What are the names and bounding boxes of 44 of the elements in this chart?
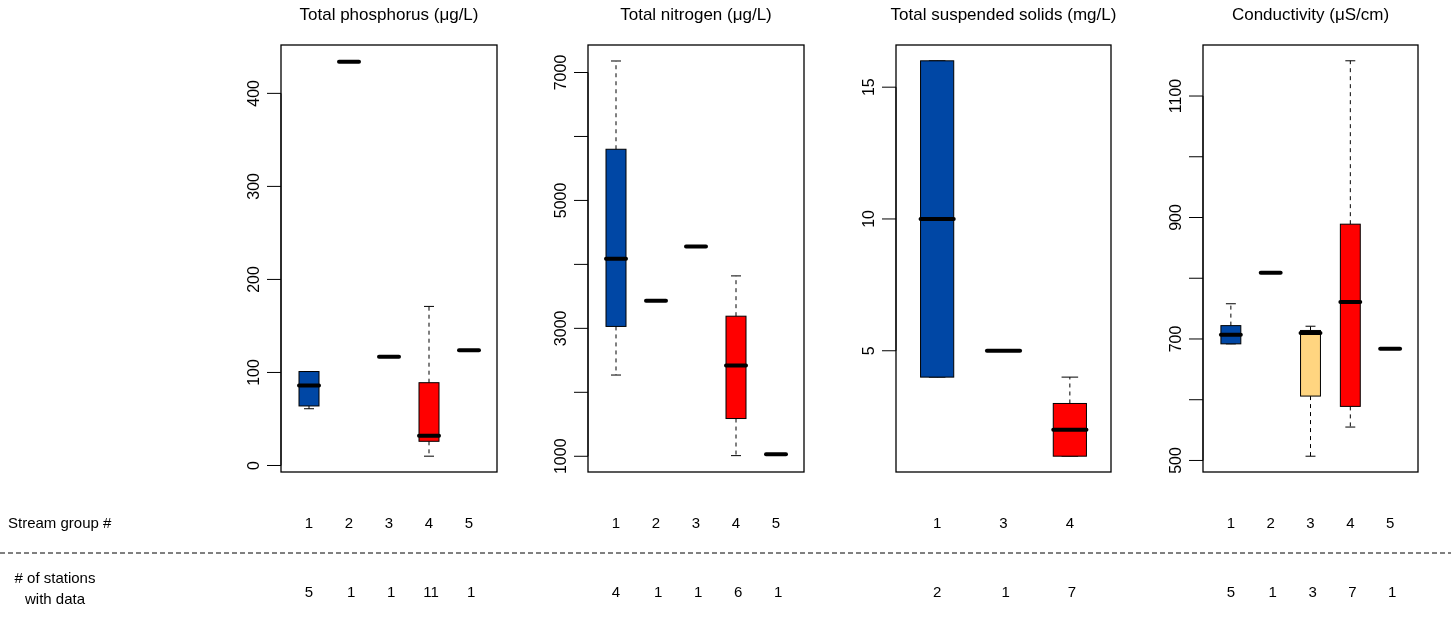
x-tick-label: 2 [344,514,354,531]
y-tick-label: 3000 [552,310,569,347]
y-tick-label: 15 [860,78,877,97]
x-tick-label: 5 [464,514,474,531]
chart-title: Total phosphorus (μg/L) [299,5,479,24]
text: 5 1 3 7 1 [1226,583,1397,600]
y-tick-label: 300 [245,172,262,200]
y-tick-label: 5000 [552,182,569,219]
x-tick-label: 5 [1385,514,1395,531]
chart-title: Total nitrogen (μg/L) [620,5,772,24]
y-tick-label: 0 [245,460,262,470]
chart-title: Total suspended solids (mg/L) [890,5,1117,24]
x-tick-label: 3 [999,514,1008,531]
y-tick-label: 10 [860,209,877,228]
x-tick-label: 3 [1306,514,1315,531]
x-tick-label: 4 [424,514,434,531]
x-tick-label: 4 [1346,514,1355,531]
y-tick-label: 100 [245,359,262,386]
chart-title: Conductivity (μS/cm) [1231,5,1390,24]
y-tick-label: 400 [245,79,262,107]
x-tick-label: 3 [691,514,701,531]
text: 4 1 1 6 1 [611,583,783,600]
y-tick-label: 900 [1167,204,1184,231]
x-tick-label: 4 [1065,514,1075,531]
x-tick-label: 1 [304,514,314,531]
y-tick-label: 200 [245,265,262,293]
text: Stream group # [8,514,113,531]
y-tick-label: 700 [1167,325,1184,353]
x-tick-label: 5 [771,514,781,531]
y-tick-label: 5 [860,346,877,356]
y-tick-label: 1000 [552,438,569,475]
text: 2 1 7 [932,583,1077,600]
y-tick-label: 500 [1167,447,1184,474]
x-tick-label: 1 [932,514,942,531]
text: # of stations with data [14,569,96,607]
x-tick-label: 4 [731,514,741,531]
x-tick-label: 1 [1226,514,1236,531]
y-tick-label: 1100 [1167,78,1184,114]
y-tick-label: 7000 [552,54,569,91]
text: 5 1 1 11 1 [304,583,476,600]
x-tick-label: 1 [611,514,621,531]
x-tick-label: 2 [651,514,661,531]
x-tick-label: 3 [384,514,394,531]
x-tick-label: 2 [1266,514,1275,531]
